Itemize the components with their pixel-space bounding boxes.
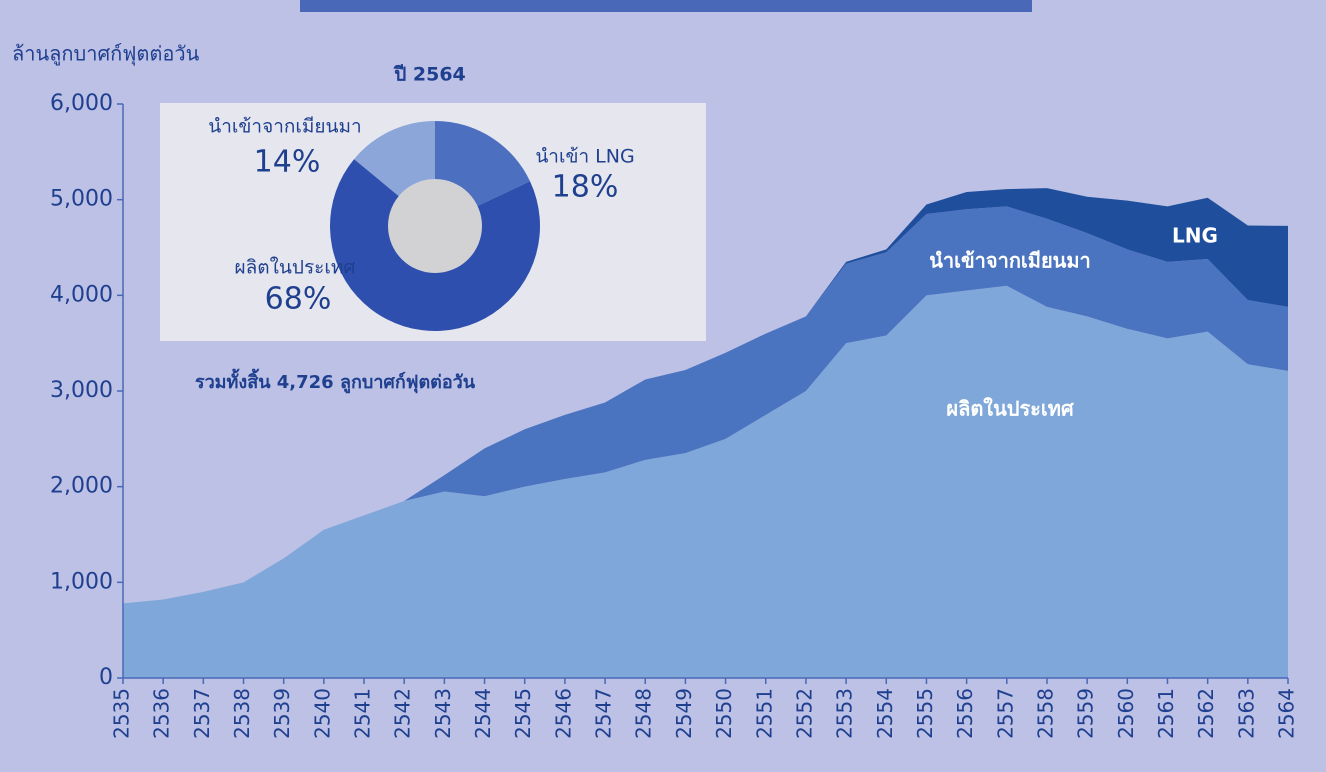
x-tick-label: 2538: [230, 688, 254, 739]
x-tick-label: 2537: [190, 688, 214, 739]
x-tick-label: 2552: [792, 688, 816, 739]
x-tick-label: 2548: [632, 688, 656, 739]
area: [123, 206, 1288, 604]
x-tick-label: 2558: [1033, 688, 1057, 739]
x-tick-label: 2553: [833, 688, 857, 739]
x-tick-label: 2535: [110, 688, 134, 739]
series-label: LNG: [1172, 224, 1218, 248]
x-tick-label: 2561: [1154, 688, 1178, 739]
y-tick-label: 4,000: [50, 282, 113, 307]
y-axis-label: ล้านลูกบาศก์ฟุตต่อวัน: [12, 42, 200, 67]
pie-value-label: 68%: [265, 282, 332, 317]
pie-label: นำเข้าจากเมียนมา: [208, 116, 361, 138]
pie-label: ผลิตในประเทศ: [235, 257, 356, 279]
pie-value-label: 14%: [254, 145, 321, 180]
y-tick-label: 3,000: [50, 378, 113, 403]
x-tick-label: 2541: [351, 688, 375, 739]
x-tick-label: 2564: [1275, 688, 1299, 739]
x-tick-label: 2551: [752, 688, 776, 739]
x-tick-label: 2554: [873, 688, 897, 739]
plot: ผลิตในประเทศ นำเข้าจากเมียนมา LNG 0 1,000 2,0…: [50, 91, 1298, 739]
series-label: ผลิตในประเทศ: [946, 397, 1075, 421]
y-tick-label: 6,000: [50, 91, 113, 116]
y-tick-label: 1,000: [50, 569, 113, 594]
x-tick-label: 2542: [391, 688, 415, 739]
x-tick-label: 2550: [712, 688, 736, 739]
x-tick-label: 2547: [592, 688, 616, 739]
x-tick-label: 2539: [270, 688, 294, 739]
banner: [300, 0, 1032, 12]
x-tick-label: 2560: [1114, 688, 1138, 739]
pie-title: ปี 2564: [393, 64, 465, 86]
x-tick-label: 2549: [672, 688, 696, 739]
y-tick-label: 2,000: [50, 474, 113, 499]
x-tick-label: 2555: [913, 688, 937, 739]
area: [123, 188, 1288, 604]
x-tick-label: 2540: [310, 688, 334, 739]
series-label: นำเข้าจากเมียนมา: [929, 249, 1091, 273]
y-tick-label: 0: [99, 665, 113, 690]
pie-value-label: 18%: [552, 170, 619, 205]
x-tick-label: 2557: [993, 688, 1017, 739]
annotation: รวมทั้งสิ้น 4,726 ลูกบาศก์ฟุตต่อวัน: [195, 368, 476, 394]
x-tick-label: 2563: [1234, 688, 1258, 739]
x-tick-label: 2546: [551, 688, 575, 739]
x-tick-label: 2536: [150, 688, 174, 739]
x-tick-label: 2544: [471, 688, 495, 739]
donut-hole: [388, 179, 482, 273]
x-tick-label: 2543: [431, 688, 455, 739]
pie-label: นำเข้า LNG: [535, 146, 634, 168]
area: [123, 285, 1288, 678]
x-tick-label: 2545: [511, 688, 535, 739]
x-tick-label: 2559: [1074, 688, 1098, 739]
x-tick-label: 2562: [1194, 688, 1218, 739]
y-tick-label: 5,000: [50, 187, 113, 212]
x-tick-label: 2556: [953, 688, 977, 739]
